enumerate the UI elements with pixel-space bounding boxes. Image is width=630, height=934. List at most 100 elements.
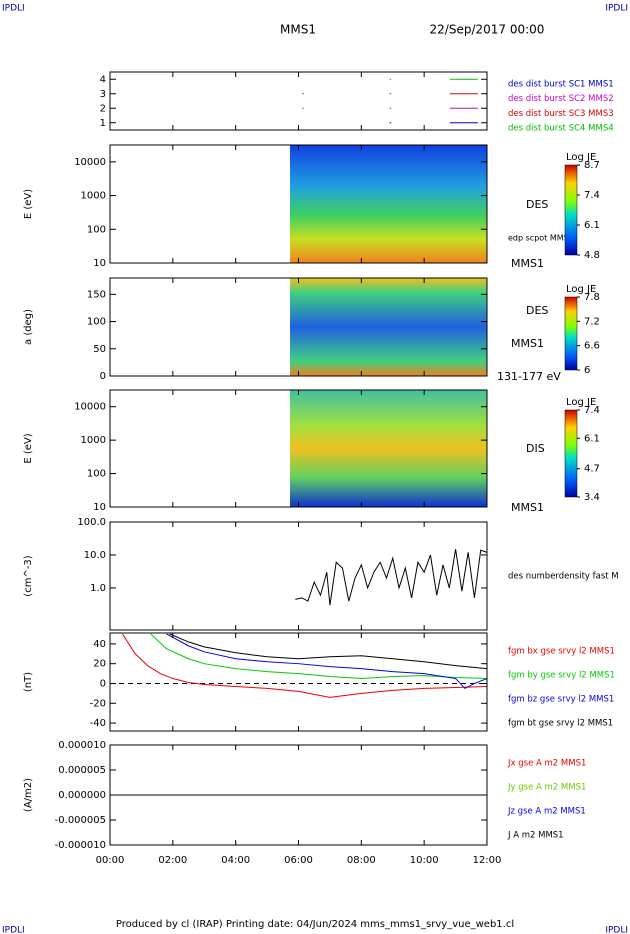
series-label: fgm bz gse srvy l2 MMS1 <box>508 695 614 705</box>
x-tick-label: 04:00 <box>221 855 250 866</box>
spectrogram-image <box>290 278 487 376</box>
panel-label: MMS1 <box>511 501 544 514</box>
y-tick-label: 10 <box>93 502 106 513</box>
y-tick-label: 3 <box>100 89 106 100</box>
header-title: MMS1 <box>280 23 316 37</box>
colorbar <box>564 164 578 256</box>
colorbar-tick-label: 6.1 <box>584 433 600 444</box>
series-label: des numberdensity fast M <box>508 572 619 582</box>
colorbar-title: Log JE <box>566 284 596 295</box>
x-tick-label: 06:00 <box>284 855 313 866</box>
y-tick-label: 4 <box>100 74 106 85</box>
corner-label: IPDLI <box>605 926 628 934</box>
x-tick-label: 00:00 <box>96 855 125 866</box>
data-line <box>122 633 488 698</box>
colorbar-tick-label: 8.7 <box>584 160 600 171</box>
series-label: fgm bx gse srvy l2 MMS1 <box>508 647 615 657</box>
header-date: 22/Sep/2017 00:00 <box>430 23 545 37</box>
panel-frame <box>109 632 488 732</box>
panel-label: MMS1 <box>511 257 544 270</box>
data-line <box>169 633 488 670</box>
y-tick-label: 20 <box>93 659 106 670</box>
panel-frame <box>109 71 488 131</box>
legend-entry: des dist burst SC1 MMS1 <box>508 80 614 90</box>
x-tick-label: 08:00 <box>347 855 376 866</box>
y-tick-label: 100 <box>87 317 106 328</box>
colorbar <box>564 296 578 371</box>
y-tick-label: 100.0 <box>77 517 106 528</box>
corner-label: IPDLI <box>605 4 628 14</box>
corner-label: IPDLI <box>2 926 25 934</box>
y-axis-label: (cm^-3) <box>23 555 34 596</box>
colorbar-tick-label: 7.8 <box>584 292 600 303</box>
x-tick-label: 12:00 <box>473 855 502 866</box>
spectrogram-image <box>290 145 487 263</box>
series-label: J A m2 MMS1 <box>507 831 564 841</box>
colorbar-title: Log JE <box>566 397 596 408</box>
panel-label: DIS <box>526 442 545 455</box>
series-label: Jy gse A m2 MMS1 <box>507 783 586 793</box>
y-tick-label: 50 <box>93 344 106 355</box>
colorbar-tick-label: 6.6 <box>584 341 600 352</box>
y-tick-label: -0.000005 <box>55 815 106 826</box>
colorbar-tick-label: 6 <box>584 365 590 376</box>
corner-label: IPDLI <box>2 4 25 14</box>
y-axis-label: E (eV) <box>23 433 34 463</box>
y-tick-label: 1000 <box>81 191 106 202</box>
y-axis-label: a (deg) <box>23 309 34 345</box>
y-tick-label: 10.0 <box>84 550 106 561</box>
y-tick-label: 1000 <box>81 435 106 446</box>
y-tick-label: -40 <box>90 718 106 729</box>
colorbar-tick-label: 7.2 <box>584 316 600 327</box>
x-tick-label: 02:00 <box>158 855 187 866</box>
panel-label: MMS1 <box>511 337 544 350</box>
series-label: fgm bt gse srvy l2 MMS1 <box>508 719 613 729</box>
y-tick-label: 0 <box>100 371 106 382</box>
panel-label: edp scpot MMS1 <box>508 234 574 243</box>
panel-label: DES <box>526 198 548 211</box>
y-tick-label: -20 <box>90 698 106 709</box>
y-axis-label: (nT) <box>23 672 34 692</box>
y-tick-label: -0.000010 <box>55 840 106 851</box>
y-tick-label: 10 <box>93 258 106 269</box>
colorbar-title: Log JE <box>566 152 596 163</box>
y-tick-label: 100 <box>87 469 106 480</box>
y-tick-label: 1.0 <box>90 583 106 594</box>
y-tick-label: 0.000005 <box>58 765 106 776</box>
spectrogram-image <box>290 390 487 507</box>
legend-entry: des dist burst SC3 MMS3 <box>508 109 614 119</box>
series-label: Jx gse A m2 MMS1 <box>507 759 586 769</box>
y-tick-label: 40 <box>93 639 106 650</box>
panel-frame <box>109 521 488 631</box>
colorbar-tick-label: 7.4 <box>584 405 600 416</box>
y-tick-label: 150 <box>87 289 106 300</box>
y-tick-label: 2 <box>100 103 106 114</box>
panel-label: 131-177 eV <box>497 370 561 383</box>
y-tick-label: 100 <box>87 224 106 235</box>
y-tick-label: 0.000000 <box>58 790 106 801</box>
series-label: fgm by gse srvy l2 MMS1 <box>508 671 615 681</box>
footer-text: Produced by cl (IRAP) Printing date: 04/… <box>116 919 514 930</box>
data-line <box>295 549 488 606</box>
y-tick-label: 0 <box>100 678 106 689</box>
colorbar <box>564 409 578 498</box>
colorbar-tick-label: 4.7 <box>584 464 600 475</box>
legend-entry: des dist burst SC2 MMS2 <box>508 94 614 104</box>
legend-entry: des dist burst SC4 MMS4 <box>508 124 614 134</box>
data-line <box>166 633 488 690</box>
colorbar-tick-label: 3.4 <box>584 492 600 503</box>
y-tick-label: 1 <box>100 118 106 129</box>
colorbar-tick-label: 6.1 <box>584 220 600 231</box>
colorbar-tick-label: 7.4 <box>584 190 600 201</box>
x-tick-label: 10:00 <box>410 855 439 866</box>
colorbar-tick-label: 4.8 <box>584 250 600 261</box>
y-axis-label: (A/m2) <box>23 778 34 812</box>
y-tick-label: 10000 <box>74 157 106 168</box>
panel-label: DES <box>526 304 548 317</box>
data-line <box>150 633 488 680</box>
y-tick-label: 0.000010 <box>58 740 106 751</box>
y-axis-label: E (eV) <box>23 189 34 219</box>
y-tick-label: 10000 <box>74 402 106 413</box>
series-label: Jz gse A m2 MMS1 <box>507 807 586 817</box>
